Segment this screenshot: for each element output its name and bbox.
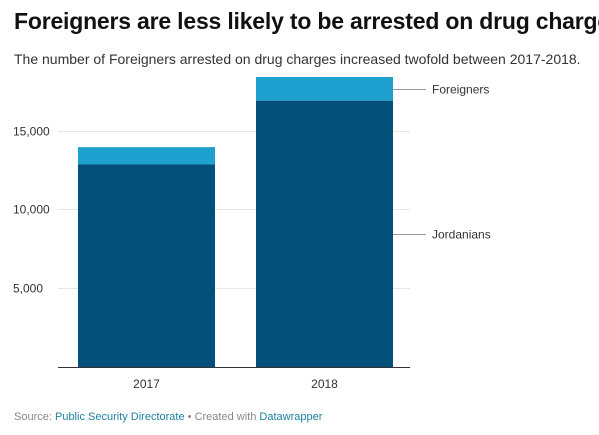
x-tick-label: 2017 <box>133 377 160 391</box>
chart-subtitle: The number of Foreigners arrested on dru… <box>14 51 581 67</box>
footer-separator: • <box>187 411 192 423</box>
series-label: Foreigners <box>432 83 489 97</box>
footer: Source: Public Security Directorate • Cr… <box>14 411 322 423</box>
y-tick-label: 10,000 <box>13 203 50 217</box>
y-axis: 5,000 10,000 15,000 <box>13 125 50 296</box>
series-label: Jordanians <box>432 228 491 242</box>
chart-title: Foreigners are less likely to be arreste… <box>14 8 599 34</box>
series-labels: Jordanians Foreigners <box>393 83 491 242</box>
datawrapper-link[interactable]: Datawrapper <box>259 411 323 423</box>
source-link[interactable]: Public Security Directorate <box>54 411 185 423</box>
bar-segment <box>78 164 215 367</box>
y-tick-label: 5,000 <box>13 282 43 296</box>
source-prefix: Source: <box>14 411 52 423</box>
y-tick-label: 15,000 <box>13 125 50 139</box>
x-axis: 2017 2018 <box>133 377 338 391</box>
bars <box>78 77 393 368</box>
bar-segment <box>78 147 215 165</box>
created-prefix: Created with <box>194 411 257 423</box>
x-tick-label: 2018 <box>311 377 338 391</box>
bar-segment <box>256 100 393 368</box>
stacked-bar-chart: 5,000 10,000 15,000 2017 2018 Jordanians For… <box>13 77 491 391</box>
bar-segment <box>256 77 393 101</box>
